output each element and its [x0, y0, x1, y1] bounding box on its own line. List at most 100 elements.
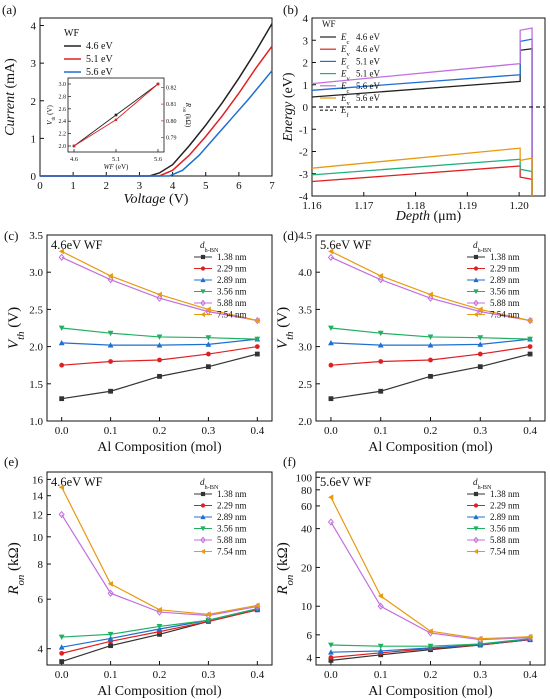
label-part: (kΩ)	[6, 542, 22, 574]
y-tick-label: 2.0	[29, 342, 43, 354]
label-part: on	[182, 107, 187, 113]
legend-symbol: Ev	[340, 69, 351, 83]
y-tick-label: 4	[303, 13, 309, 25]
label-part: (kΩ)	[184, 112, 192, 128]
data-point	[473, 514, 479, 520]
inset-x-tick-label: 5.1	[112, 156, 120, 163]
data-point	[328, 655, 334, 660]
x-tick-label: 0.4	[250, 669, 264, 681]
x-tick-label: 0.0	[55, 669, 69, 681]
inset-y2-tick-label: 0.82	[166, 85, 177, 91]
x-tick-label: 0	[37, 180, 43, 192]
label-part: on	[284, 575, 296, 586]
data-point	[328, 248, 334, 255]
data-point	[107, 330, 114, 337]
data-point	[59, 650, 65, 656]
inset-y-tick-label: 2.0	[59, 144, 67, 150]
y-tick-label: 3.5	[298, 304, 312, 316]
y-tick-label: 60	[301, 501, 313, 513]
x-tick-label: 0.3	[473, 425, 487, 437]
x-tick-label: 5	[203, 180, 209, 192]
x-tick-label: 0.4	[523, 425, 537, 437]
label-part: Voltage	[124, 192, 166, 207]
data-point	[473, 536, 479, 544]
inset-y2-label: Ron (kΩ)	[182, 102, 193, 128]
data-point	[107, 589, 114, 597]
x-tick-label: 0.1	[374, 669, 388, 681]
legend-label: 5.88 nm	[217, 535, 247, 545]
x-tick-label: 2	[104, 180, 110, 192]
data-point	[58, 510, 65, 519]
data-point	[156, 291, 162, 298]
legend-label: 5.1 eV	[356, 56, 380, 66]
y-tick-label: 20	[301, 562, 313, 574]
label-part: d	[473, 477, 478, 487]
y-tick-label: 0	[303, 102, 309, 114]
x-tick-label: 7	[269, 180, 275, 192]
label-part: (eV)	[281, 72, 296, 101]
y-tick-label: 3	[303, 35, 309, 47]
data-point	[157, 631, 162, 637]
inset-x-tick-label: 5.6	[154, 156, 163, 163]
y-tick-label: 2.5	[298, 379, 312, 391]
series-line-5.1eV	[40, 45, 273, 177]
panel-title: 5.6eV WF	[320, 238, 372, 252]
data-point	[156, 294, 163, 302]
y-tick-label: 1	[303, 80, 309, 92]
y-tick-label: 4.0	[298, 267, 312, 279]
x-tick-label: 0.1	[104, 425, 118, 437]
data-point	[328, 325, 334, 331]
label-part: R	[6, 586, 22, 596]
legend-symbol: Ec	[340, 32, 350, 46]
y-tick-label: 12	[32, 510, 43, 522]
x-axis-label: Al Composition (mol)	[368, 440, 493, 455]
label-part: v	[347, 51, 351, 58]
y-tick-label: 6	[38, 594, 44, 606]
x-axis-label: Al Composition (mol)	[368, 684, 493, 699]
label-part: (V)	[166, 192, 189, 207]
label-part: E	[340, 69, 347, 79]
inset-y2-tick-label: 0.81	[166, 102, 177, 108]
y-tick-label: 3.5	[29, 230, 43, 242]
y-tick-label: -1	[299, 124, 308, 136]
series-line	[330, 521, 531, 641]
legend-title: dh-BN	[473, 477, 492, 491]
y-tick-label: 40	[301, 524, 313, 536]
y-tick-label: 16	[32, 474, 44, 486]
data-point	[378, 359, 384, 364]
data-point	[527, 317, 533, 324]
data-point	[200, 254, 206, 260]
y-tick-label: 3.0	[29, 267, 43, 279]
panel-a: 0 1 2 3 4 5 6 7 0 1 2 3 4 (a) WF 4.6 eV 5.1 eV 5.6 eV Volt…	[2, 2, 275, 207]
y-tick-label: 4	[307, 653, 313, 665]
band-line	[311, 27, 533, 196]
label-part: Depth	[395, 209, 430, 224]
legend-label: 2.29 nm	[217, 501, 247, 511]
data-point	[477, 641, 484, 647]
x-tick-label: 0.2	[153, 425, 167, 437]
data-point	[428, 373, 433, 379]
y-tick-label: -4	[299, 191, 309, 203]
label-part: h-BN	[478, 484, 492, 491]
label-part: (kΩ)	[275, 542, 291, 574]
label-part: V	[46, 120, 54, 125]
legend-label: 3.56 nm	[217, 524, 247, 534]
data-point	[328, 657, 334, 663]
data-point	[377, 330, 384, 337]
label-part: R	[184, 102, 192, 108]
label-part: th	[51, 116, 57, 120]
data-point	[58, 248, 65, 255]
data-point	[477, 306, 483, 313]
y-tick-label: 3	[31, 58, 37, 70]
y-tick-label: 6	[307, 630, 313, 642]
y-tick-label: 1.0	[29, 416, 43, 428]
data-point	[377, 273, 384, 279]
data-point	[254, 602, 260, 609]
y-tick-label: 4	[38, 644, 44, 656]
label-part: d	[473, 240, 478, 250]
label-part: V	[6, 338, 22, 349]
panel-label: (d)	[283, 228, 298, 243]
label-part: E	[340, 81, 347, 91]
data-point	[428, 357, 433, 363]
